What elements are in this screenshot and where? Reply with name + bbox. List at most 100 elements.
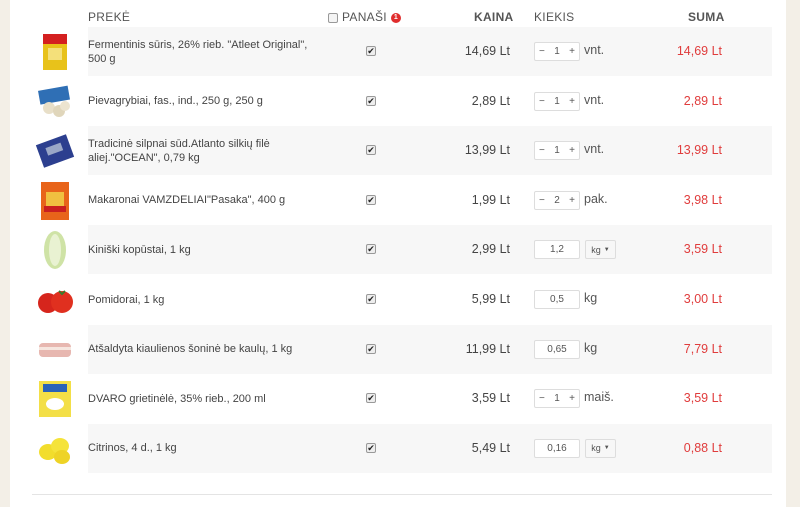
line-total: 0,88 Lt: [683, 440, 722, 455]
increase-button[interactable]: +: [569, 95, 575, 107]
similar-checkbox[interactable]: ✔: [366, 145, 376, 156]
similar-checkbox[interactable]: ✔: [366, 393, 376, 404]
cart-row: Makaronai VAMZDELIAI"Pasaka", 400 g ✔ 1,…: [10, 176, 786, 225]
select-all-similar-checkbox[interactable]: [328, 12, 338, 23]
quantity-value[interactable]: 2: [554, 194, 560, 206]
divider: [32, 494, 772, 495]
line-total: 13,99 Lt: [676, 143, 722, 158]
decrease-button[interactable]: −: [539, 95, 545, 107]
decrease-button[interactable]: −: [539, 393, 545, 405]
product-name[interactable]: Atšaldyta kiaulienos šoninė be kaulų, 1 …: [88, 343, 293, 356]
unit-select[interactable]: kg ▼: [585, 438, 616, 458]
quantity-stepper[interactable]: −2 +: [534, 190, 580, 210]
line-total: 3,00 Lt: [683, 292, 722, 306]
header-similar: PANAŠI 1: [328, 10, 401, 24]
similar-checkbox[interactable]: ✔: [366, 244, 376, 255]
decrease-button[interactable]: −: [539, 46, 545, 57]
cart-row: Fermentinis sūris, 26% rieb. "Atleet Ori…: [10, 27, 786, 76]
similar-info-badge[interactable]: 1: [390, 12, 401, 23]
line-total: 7,79 Lt: [683, 341, 722, 356]
quantity-value[interactable]: 1: [554, 393, 560, 405]
unit-price: 14,69 Lt: [464, 44, 510, 58]
cabbage-image[interactable]: [34, 229, 76, 271]
product-name[interactable]: Kiniški kopūstai, 1 kg: [88, 243, 191, 256]
decrease-button[interactable]: −: [539, 194, 545, 206]
unit-label: kg: [584, 291, 598, 305]
unit-label: pak.: [584, 191, 608, 206]
unit-select[interactable]: kg ▼: [585, 240, 616, 260]
increase-button[interactable]: +: [569, 145, 575, 157]
caret-down-icon: ▼: [603, 445, 610, 452]
unit-select-value: kg: [591, 443, 601, 454]
quantity-stepper[interactable]: −1 +: [534, 389, 580, 409]
similar-checkbox[interactable]: ✔: [366, 294, 376, 304]
product-name[interactable]: Makaronai VAMZDELIAI"Pasaka", 400 g: [88, 194, 286, 207]
quantity-stepper[interactable]: −1 +: [534, 91, 580, 111]
lemons-image[interactable]: [34, 428, 76, 470]
similar-checkbox[interactable]: ✔: [366, 442, 376, 453]
unit-label: vnt.: [584, 43, 605, 57]
cream-pack-image[interactable]: [34, 378, 76, 420]
unit-price: 13,99 Lt: [464, 143, 510, 158]
pasta-bag-image[interactable]: [34, 180, 76, 222]
product-name[interactable]: Citrinos, 4 d., 1 kg: [88, 442, 177, 455]
product-name[interactable]: Pievagrybiai, fas., ind., 250 g, 250 g: [88, 95, 263, 108]
unit-label: vnt.: [584, 142, 605, 157]
quantity-input[interactable]: 0,5: [534, 290, 580, 309]
unit-price: 2,99 Lt: [471, 242, 510, 257]
unit-price: 2,89 Lt: [471, 93, 510, 108]
cart-row: Atšaldyta kiaulienos šoninė be kaulų, 1 …: [10, 324, 786, 374]
increase-button[interactable]: +: [569, 46, 575, 57]
product-name[interactable]: Fermentinis sūris, 26% rieb. "Atleet Ori…: [88, 38, 308, 65]
cart-panel: PREKĖ PANAŠI 1 KAINA KIEKIS SUMA Fermenti…: [10, 0, 786, 507]
unit-price: 1,99 Lt: [471, 192, 510, 207]
header-price: KAINA: [474, 10, 514, 24]
tomatoes-image[interactable]: [34, 279, 76, 321]
cheese-package-image[interactable]: [34, 31, 76, 73]
quantity-value[interactable]: 1: [554, 145, 560, 157]
decrease-button[interactable]: −: [539, 145, 545, 157]
row-background: [88, 225, 772, 275]
quantity-stepper[interactable]: −1 +: [534, 42, 580, 61]
quantity-input[interactable]: 0,16: [534, 438, 580, 458]
cart-row: Kiniški kopūstai, 1 kg ✔ 2,99 Lt 1,2 kg ▼ …: [10, 225, 786, 275]
quantity-value[interactable]: 1: [554, 46, 560, 57]
row-background: [88, 27, 772, 76]
quantity-value[interactable]: 1: [554, 95, 560, 107]
similar-checkbox[interactable]: ✔: [366, 46, 376, 56]
unit-select-value: kg: [591, 244, 601, 255]
cart-row: Pievagrybiai, fas., ind., 250 g, 250 g ✔…: [10, 77, 786, 126]
increase-button[interactable]: +: [569, 194, 575, 206]
similar-checkbox[interactable]: ✔: [366, 95, 376, 106]
cart-row: Tradicinė silpnai sūd.Atlanto silkių fil…: [10, 126, 786, 176]
quantity-input[interactable]: 0,65: [534, 339, 580, 359]
product-name[interactable]: DVARO grietinėlė, 35% rieb., 200 ml: [88, 392, 266, 405]
unit-label: vnt.: [584, 92, 605, 107]
header-quantity: KIEKIS: [534, 10, 575, 24]
unit-price: 5,99 Lt: [471, 292, 510, 306]
product-name[interactable]: Pomidorai, 1 kg: [88, 293, 165, 306]
quantity-input[interactable]: 1,2: [534, 240, 580, 260]
herring-pack-image[interactable]: [34, 130, 76, 172]
similar-checkbox[interactable]: ✔: [366, 194, 376, 205]
header-similar-label: PANAŠI: [342, 10, 387, 24]
pork-belly-image[interactable]: [34, 329, 76, 371]
header-product: PREKĖ: [88, 10, 131, 24]
unit-label: maiš.: [584, 390, 614, 405]
product-name[interactable]: Tradicinė silpnai sūd.Atlanto silkių fil…: [88, 137, 270, 164]
increase-button[interactable]: +: [569, 393, 575, 405]
cart-row: Pomidorai, 1 kg ✔ 5,99 Lt 0,5 kg 3,00 Lt: [10, 275, 786, 324]
row-background: [88, 126, 772, 176]
unit-label: kg: [584, 340, 598, 355]
header-total: SUMA: [688, 10, 725, 24]
unit-price: 5,49 Lt: [471, 440, 510, 455]
line-total: 3,59 Lt: [683, 391, 722, 406]
cart-row: DVARO grietinėlė, 35% rieb., 200 ml ✔ 3,…: [10, 374, 786, 423]
similar-checkbox[interactable]: ✔: [366, 343, 376, 354]
line-total: 3,59 Lt: [683, 242, 722, 257]
mushrooms-image[interactable]: [34, 81, 76, 123]
quantity-stepper[interactable]: −1 +: [534, 141, 580, 161]
cart-row: Citrinos, 4 d., 1 kg ✔ 5,49 Lt 0,16 kg ▼ 0…: [10, 423, 786, 473]
unit-price: 3,59 Lt: [471, 391, 510, 406]
caret-down-icon: ▼: [603, 246, 610, 253]
